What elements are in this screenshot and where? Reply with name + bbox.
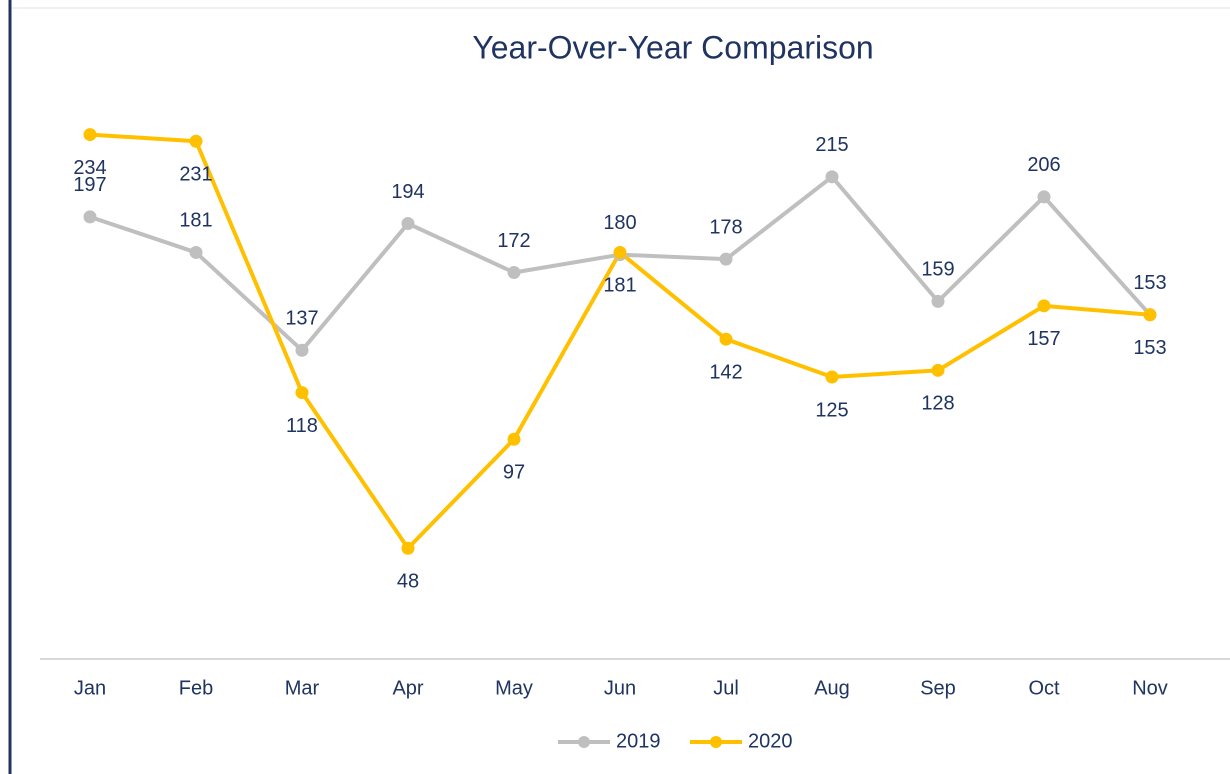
legend-marker <box>710 736 722 748</box>
data-point <box>1037 190 1051 204</box>
data-point <box>1037 299 1051 313</box>
x-tick-label: Aug <box>814 677 850 699</box>
data-label: 153 <box>1133 337 1166 359</box>
legend-label: 2020 <box>748 730 793 752</box>
legend-marker <box>578 736 590 748</box>
data-point <box>295 343 309 357</box>
data-label: 180 <box>603 212 636 234</box>
data-point <box>507 432 521 446</box>
data-label: 137 <box>285 308 318 330</box>
series-line <box>89 132 1151 551</box>
data-point <box>719 252 733 266</box>
data-label: 97 <box>503 462 525 484</box>
data-label: 234 <box>73 157 106 179</box>
data-point <box>719 332 733 346</box>
x-tick-label: Mar <box>285 677 320 699</box>
x-tick-label: May <box>495 677 533 699</box>
data-point <box>507 265 521 279</box>
x-tick-label: Apr <box>392 677 423 699</box>
data-label: 206 <box>1027 154 1060 176</box>
data-point <box>295 386 309 400</box>
data-label: 194 <box>391 181 424 203</box>
data-label: 172 <box>497 230 530 252</box>
data-label: 181 <box>603 275 636 297</box>
data-label: 159 <box>921 259 954 281</box>
data-point <box>931 294 945 308</box>
data-label: 157 <box>1027 328 1060 350</box>
data-point <box>83 210 97 224</box>
data-label: 125 <box>815 399 848 421</box>
data-label: 215 <box>815 134 848 156</box>
legend-label: 2019 <box>616 730 661 752</box>
data-point <box>401 541 415 555</box>
x-tick-label: Sep <box>920 677 956 699</box>
data-point <box>401 217 415 231</box>
data-point <box>825 170 839 184</box>
x-tick-label: Feb <box>179 677 213 699</box>
data-label: 178 <box>709 216 742 238</box>
data-point <box>825 370 839 384</box>
chart-title: Year-Over-Year Comparison <box>472 29 873 65</box>
data-label: 181 <box>179 210 212 232</box>
data-label: 197 <box>73 174 106 196</box>
data-point <box>189 245 203 259</box>
x-tick-label: Jul <box>713 677 739 699</box>
data-label: 231 <box>179 164 212 186</box>
data-label: 128 <box>921 393 954 415</box>
data-label: 153 <box>1133 272 1166 294</box>
data-point <box>83 128 97 142</box>
data-point <box>1143 308 1157 322</box>
data-label: 118 <box>286 415 318 437</box>
x-tick-label: Oct <box>1028 677 1060 699</box>
x-tick-label: Jun <box>604 677 636 699</box>
x-tick-label: Nov <box>1132 677 1168 699</box>
data-point <box>931 363 945 377</box>
x-tick-label: Jan <box>74 677 106 699</box>
data-point <box>613 245 627 259</box>
data-label: 142 <box>709 361 742 383</box>
data-label: 48 <box>397 571 419 593</box>
data-point <box>189 134 203 148</box>
